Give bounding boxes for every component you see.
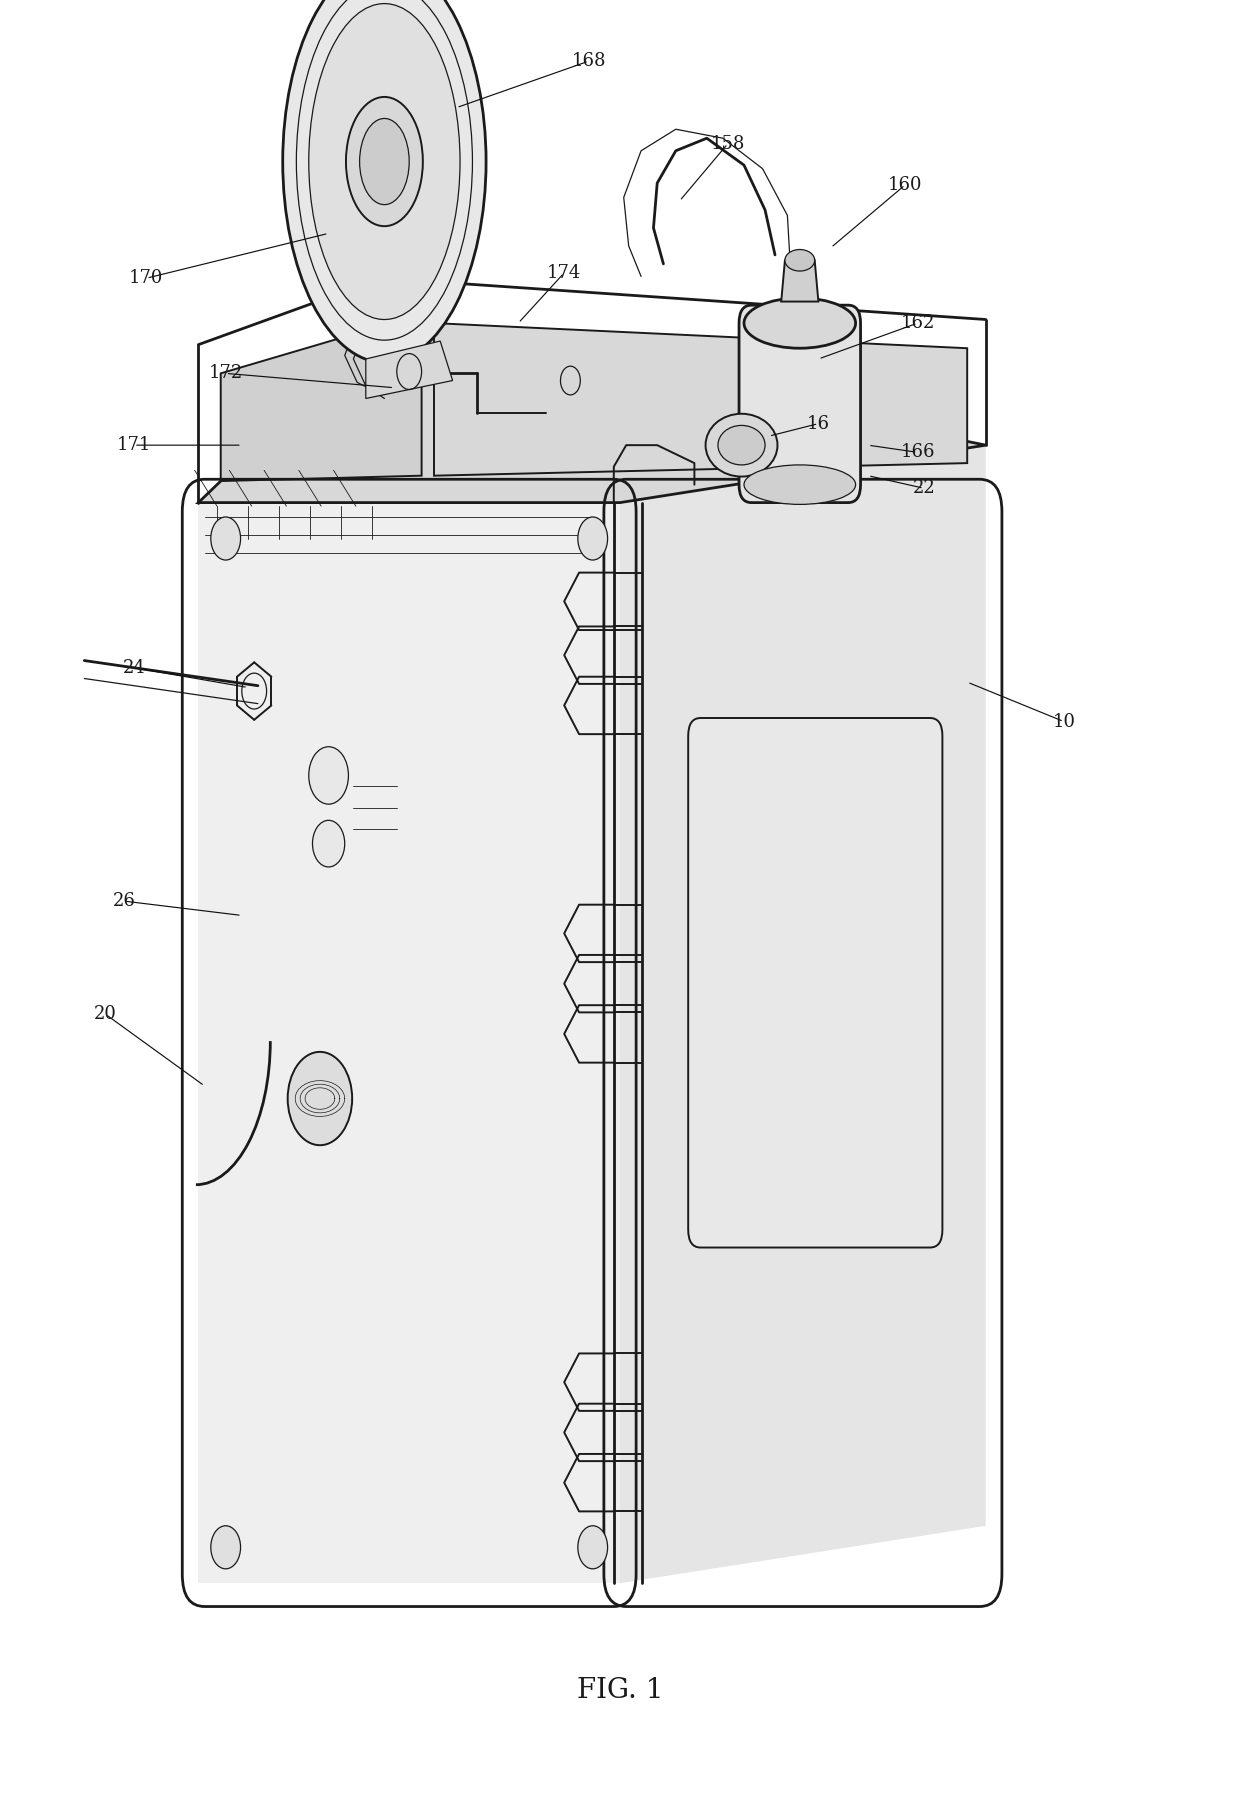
Polygon shape (620, 445, 986, 1583)
Text: 26: 26 (113, 892, 135, 910)
Ellipse shape (346, 97, 423, 226)
Ellipse shape (283, 0, 486, 363)
Text: 174: 174 (547, 264, 582, 282)
Ellipse shape (744, 298, 856, 348)
Circle shape (578, 1526, 608, 1569)
Circle shape (578, 517, 608, 560)
Text: 158: 158 (711, 135, 745, 153)
Text: 160: 160 (888, 176, 923, 194)
Circle shape (312, 820, 345, 867)
Ellipse shape (706, 415, 777, 476)
Circle shape (288, 1052, 352, 1145)
Text: FIG. 1: FIG. 1 (577, 1677, 663, 1705)
Text: 166: 166 (900, 443, 935, 461)
Polygon shape (198, 323, 986, 503)
Text: 162: 162 (900, 314, 935, 332)
Polygon shape (221, 314, 422, 481)
Text: 24: 24 (123, 659, 145, 677)
Circle shape (211, 517, 241, 560)
Circle shape (211, 1526, 241, 1569)
Polygon shape (781, 260, 818, 302)
Text: 10: 10 (1053, 713, 1075, 731)
Text: 22: 22 (913, 479, 935, 497)
Text: 171: 171 (117, 436, 151, 454)
Ellipse shape (309, 4, 460, 320)
Ellipse shape (360, 118, 409, 205)
Circle shape (309, 747, 348, 804)
FancyBboxPatch shape (739, 305, 861, 503)
Ellipse shape (718, 425, 765, 465)
FancyBboxPatch shape (688, 718, 942, 1248)
Text: 170: 170 (129, 269, 164, 287)
Text: 20: 20 (94, 1005, 117, 1023)
Text: 172: 172 (208, 364, 243, 382)
Text: 16: 16 (807, 415, 830, 433)
Polygon shape (434, 323, 967, 476)
Ellipse shape (744, 465, 856, 504)
Polygon shape (366, 341, 453, 398)
Polygon shape (198, 503, 620, 1583)
Ellipse shape (785, 250, 815, 271)
Text: 168: 168 (572, 52, 606, 70)
